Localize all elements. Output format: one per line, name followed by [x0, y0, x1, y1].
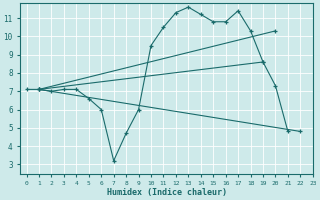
X-axis label: Humidex (Indice chaleur): Humidex (Indice chaleur) [107, 188, 227, 197]
